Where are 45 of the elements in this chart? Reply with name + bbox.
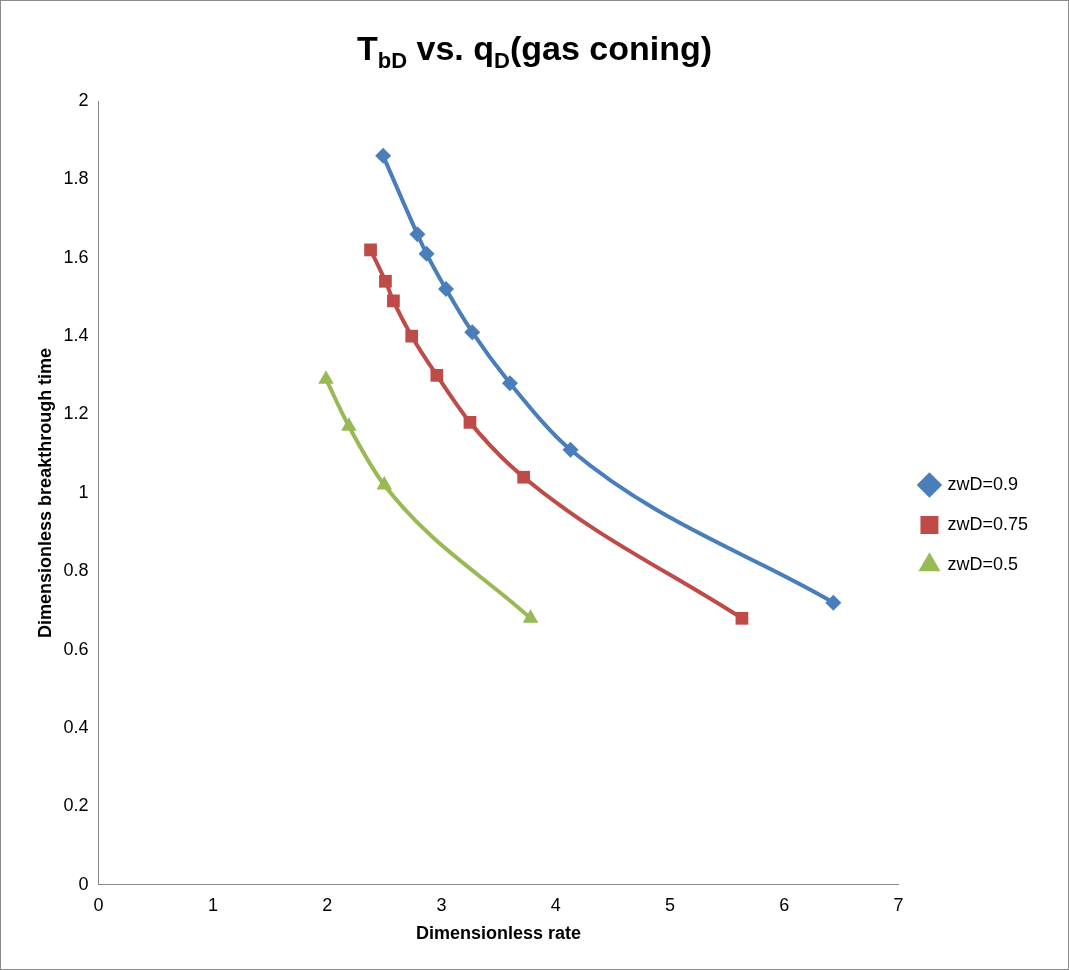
x-tick-label: 5 bbox=[664, 894, 675, 915]
point bbox=[437, 281, 454, 298]
point bbox=[517, 470, 531, 484]
point bbox=[379, 274, 392, 288]
point bbox=[735, 611, 749, 625]
y-tick-label: 1.4 bbox=[63, 325, 89, 346]
y-tick-label: 0.6 bbox=[63, 638, 89, 659]
point bbox=[318, 370, 334, 384]
y-tick-label: 2 bbox=[78, 89, 89, 110]
y-tick-label: 1 bbox=[78, 481, 89, 502]
x-tick-label: 7 bbox=[893, 894, 904, 915]
point bbox=[409, 226, 426, 243]
point bbox=[463, 415, 477, 429]
y-tick-label: 1.6 bbox=[63, 246, 89, 267]
point bbox=[501, 375, 518, 392]
x-tick-label: 6 bbox=[779, 894, 790, 915]
point bbox=[418, 245, 435, 262]
x-tick-label: 0 bbox=[93, 894, 104, 915]
legend-label: zwD=0.75 bbox=[947, 513, 1028, 534]
y-tick-label: 0 bbox=[78, 873, 89, 894]
y-tick-label: 0.4 bbox=[63, 717, 89, 738]
x-tick-label: 4 bbox=[550, 894, 561, 915]
y-tick-label: 0.2 bbox=[63, 795, 89, 816]
point bbox=[375, 147, 392, 164]
point bbox=[430, 368, 444, 382]
point bbox=[562, 441, 579, 458]
point bbox=[364, 243, 377, 257]
chart-title: T$_{bD}$ vs. q$_{D}$(gas coning) bbox=[355, 29, 713, 74]
point bbox=[376, 476, 393, 490]
x-axis-title: Dimensionless rate bbox=[416, 923, 582, 944]
y-tick-label: 1.8 bbox=[63, 168, 89, 189]
point bbox=[522, 609, 539, 623]
y-tick-label: 1.2 bbox=[63, 403, 89, 424]
x-tick-label: 3 bbox=[436, 894, 447, 915]
y-axis-title: Dimensionless breakthrough time bbox=[34, 347, 55, 638]
point bbox=[405, 329, 419, 343]
legend-label: zwD=0.9 bbox=[947, 473, 1018, 494]
point bbox=[387, 294, 400, 308]
point bbox=[341, 417, 357, 431]
legend-label: zwD=0.5 bbox=[947, 553, 1018, 574]
x-tick-label: 1 bbox=[207, 894, 218, 915]
point bbox=[825, 594, 842, 611]
y-tick-label: 0.8 bbox=[63, 560, 89, 581]
point bbox=[464, 324, 481, 341]
x-tick-label: 2 bbox=[322, 894, 333, 915]
